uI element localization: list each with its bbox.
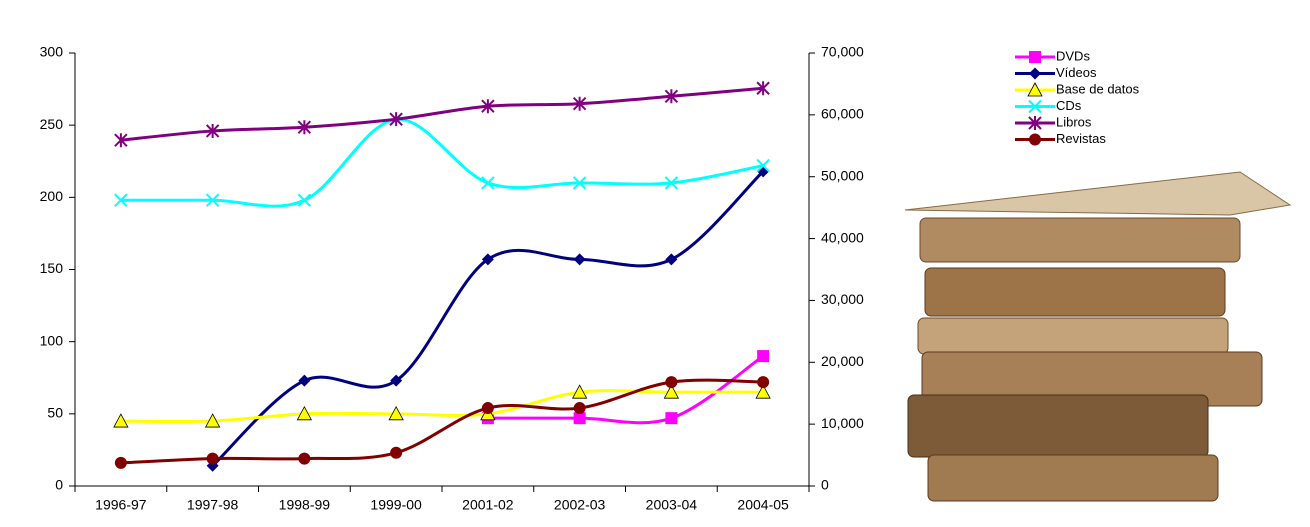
marker (205, 193, 220, 207)
marker (573, 253, 586, 266)
series-line (120, 389, 764, 424)
marker (389, 112, 403, 127)
marker (298, 452, 311, 465)
marker (756, 81, 770, 96)
legend-label: Revistas (1056, 131, 1106, 146)
marker (665, 412, 678, 425)
marker (756, 158, 770, 173)
y-tick-label: 100 (40, 332, 64, 348)
y2-tick-label: 50,000 (821, 167, 864, 183)
y-tick-label: 250 (40, 116, 64, 132)
y-tick-label: 150 (40, 260, 64, 276)
x-tick-label: 1998-99 (279, 497, 331, 513)
x-tick-label: 1996-97 (95, 497, 147, 513)
y2-tick-label: 20,000 (821, 353, 864, 369)
marker (114, 193, 128, 207)
series-line (487, 354, 764, 425)
x-tick-label: 1997-98 (187, 497, 239, 513)
y2-tick-label: 70,000 (821, 44, 864, 60)
x-tick-label: 2004-05 (737, 497, 789, 513)
legend-label: Base de datos (1056, 81, 1140, 96)
y-tick-label: 300 (40, 44, 64, 60)
legend-label: Libros (1056, 114, 1092, 129)
y-tick-label: 200 (40, 188, 64, 204)
books-illustration (904, 171, 1292, 502)
marker (296, 405, 313, 421)
marker (297, 193, 312, 207)
marker (1028, 116, 1042, 130)
marker (757, 376, 770, 389)
marker (388, 405, 404, 421)
y-tick-label: 0 (55, 477, 63, 493)
marker (755, 384, 771, 399)
marker (663, 384, 680, 399)
legend-label: CDs (1056, 98, 1082, 113)
marker (206, 452, 219, 465)
y2-tick-label: 60,000 (821, 106, 864, 122)
y2-tick-label: 30,000 (821, 291, 864, 307)
marker (572, 96, 587, 111)
marker (757, 350, 770, 363)
marker (298, 374, 311, 387)
marker (664, 176, 679, 190)
y2-tick-label: 40,000 (821, 229, 864, 245)
marker (665, 253, 678, 266)
marker (204, 413, 221, 428)
marker (1027, 82, 1043, 97)
marker (1029, 133, 1041, 146)
marker (481, 402, 494, 415)
x-tick-label: 1999-00 (370, 497, 422, 513)
marker (481, 253, 494, 266)
series-line (120, 117, 764, 208)
marker (481, 176, 495, 190)
x-tick-label: 2002-03 (554, 497, 606, 513)
marker (1029, 67, 1041, 80)
marker (390, 374, 403, 387)
legend-label: Vídeos (1056, 65, 1097, 80)
marker (1029, 51, 1041, 63)
y2-tick-label: 0 (821, 477, 829, 493)
x-tick-label: 2001-02 (462, 497, 514, 513)
x-tick-label: 2003-04 (646, 497, 698, 513)
marker (665, 376, 678, 389)
legend-label: DVDs (1056, 48, 1090, 63)
series-line (120, 86, 764, 142)
marker (390, 446, 403, 459)
marker (481, 99, 495, 114)
marker (571, 384, 588, 399)
marker (1028, 99, 1042, 114)
marker (114, 133, 128, 148)
y-tick-label: 50 (47, 405, 63, 421)
marker (664, 89, 679, 104)
marker (573, 402, 586, 415)
marker (113, 413, 129, 428)
marker (297, 120, 312, 135)
marker (573, 412, 586, 425)
marker (114, 456, 127, 469)
marker (572, 176, 587, 190)
marker (205, 123, 220, 138)
y2-tick-label: 10,000 (821, 415, 864, 431)
series-line (120, 378, 764, 465)
